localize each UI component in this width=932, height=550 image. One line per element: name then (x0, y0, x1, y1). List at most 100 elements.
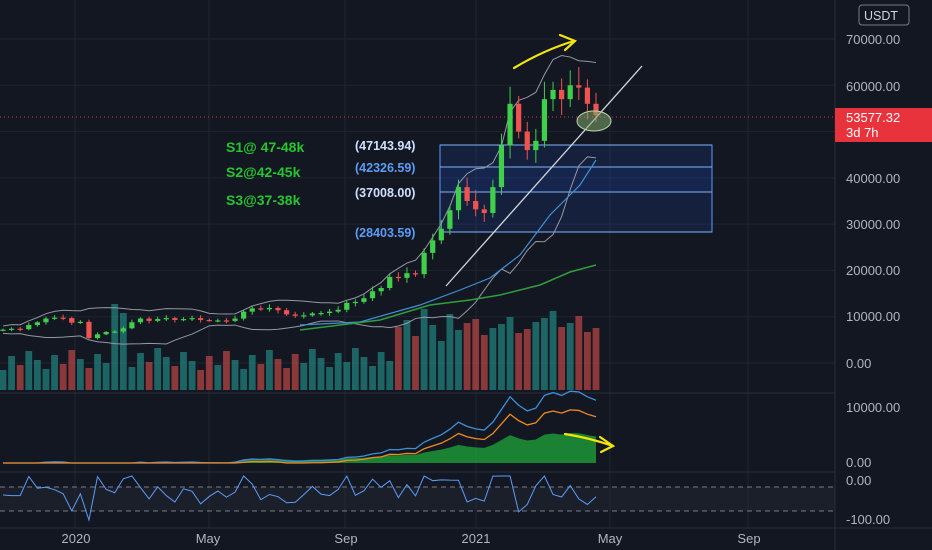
level-labels: (47143.94) (42326.59) (37008.00) (28403.… (355, 139, 415, 240)
candle-body (275, 307, 281, 311)
candle-body (26, 325, 32, 330)
volume-bar (480, 335, 488, 390)
time-label-2020: 2020 (62, 531, 91, 546)
rsi-tick-0: 0.00 (846, 473, 871, 488)
price-axis[interactable]: 70000.00 60000.00 40000.00 30000.00 2000… (846, 32, 900, 371)
candle-body (412, 273, 419, 275)
candle-body (249, 308, 255, 312)
candle-body (421, 252, 427, 275)
volume-bar (532, 322, 540, 390)
price-tick-30000: 30000.00 (846, 217, 900, 232)
candle-body (481, 209, 487, 214)
time-label-may-2020: May (196, 531, 221, 546)
candle-body (352, 301, 358, 304)
candle-body (447, 210, 453, 229)
volume-bar (343, 362, 351, 390)
candle-body (51, 317, 58, 319)
support-label-2: S2@42-45k (226, 164, 301, 180)
candle-body (129, 322, 135, 329)
up-arrow-head-icon (558, 33, 578, 52)
price-tick-0: 0.00 (846, 356, 871, 371)
down-arrow-head-icon (598, 435, 616, 454)
volume-bar (257, 364, 265, 390)
candle-body (516, 103, 522, 132)
candle-body (464, 187, 470, 201)
volume-bar (506, 317, 514, 390)
level-label-2: (42326.59) (355, 161, 415, 175)
arrow-annotations (512, 33, 616, 454)
time-axis[interactable]: 2020 May Sep 2021 May Sep (62, 531, 761, 546)
volume-bar (429, 325, 437, 390)
volume-bar (575, 316, 583, 390)
time-label-sep-2020: Sep (334, 531, 357, 546)
volume-bar (180, 352, 187, 390)
volume-bar (300, 363, 308, 390)
candle-body (43, 318, 49, 323)
candle-body (172, 318, 178, 320)
currency-button[interactable]: USDT (858, 4, 910, 26)
support-label-3: S3@37-38k (226, 192, 301, 208)
volume-bar (0, 370, 7, 390)
candle-body (301, 315, 307, 317)
candle-body (533, 140, 539, 151)
volume-bar (102, 363, 110, 390)
candle-body (69, 318, 75, 323)
volume-bar (334, 353, 342, 390)
volume-bars (0, 304, 600, 390)
volume-bar (489, 328, 497, 390)
volume-bar (351, 348, 359, 390)
ma-blue (299, 159, 597, 326)
volume-bar (369, 366, 376, 390)
volume-bar (455, 330, 462, 390)
volume-bar (248, 355, 256, 390)
volume-bar (326, 367, 333, 390)
candle-body (77, 321, 83, 324)
candle-body (378, 288, 384, 292)
candle-body (430, 240, 436, 253)
candle-body (266, 307, 273, 310)
volume-bar (317, 358, 325, 390)
currency-label: USDT (864, 9, 898, 23)
volume-bar (16, 365, 24, 390)
candle-body (361, 298, 367, 302)
candle-body (335, 309, 341, 312)
volume-bar (566, 323, 574, 390)
candle-body (490, 187, 496, 214)
volume-bar (420, 309, 428, 390)
candle-body (576, 85, 582, 88)
vertical-grid (74, 0, 749, 528)
volume-bar (274, 359, 282, 390)
candle-body (103, 331, 109, 335)
candle-body (507, 103, 513, 146)
price-tick-20000: 20000.00 (846, 263, 900, 278)
volume-bar (42, 369, 50, 390)
ma-green (299, 264, 597, 331)
candle-body (344, 302, 350, 310)
volume-bar (145, 362, 153, 390)
candle-body (292, 314, 298, 316)
macd-pane (3, 390, 597, 464)
candles (0, 66, 599, 340)
volume-bar (25, 351, 33, 390)
candle-body (284, 310, 290, 315)
time-label-may-2021: May (598, 531, 623, 546)
support-zone-inner (440, 167, 712, 192)
candle-body (215, 320, 221, 322)
level-label-3: (37008.00) (355, 186, 415, 200)
band-line (2, 54, 597, 327)
candle-body (146, 318, 152, 321)
candle-body (369, 291, 376, 299)
volume-bar (498, 324, 505, 390)
volume-bar (541, 318, 548, 390)
candle-body (198, 318, 204, 320)
candle-body (559, 89, 565, 100)
volume-bar (291, 354, 299, 390)
candle-body (163, 318, 169, 320)
candle-body (455, 187, 462, 211)
candle-body (395, 276, 401, 279)
candle-body (318, 313, 324, 315)
volume-bar (231, 360, 239, 390)
